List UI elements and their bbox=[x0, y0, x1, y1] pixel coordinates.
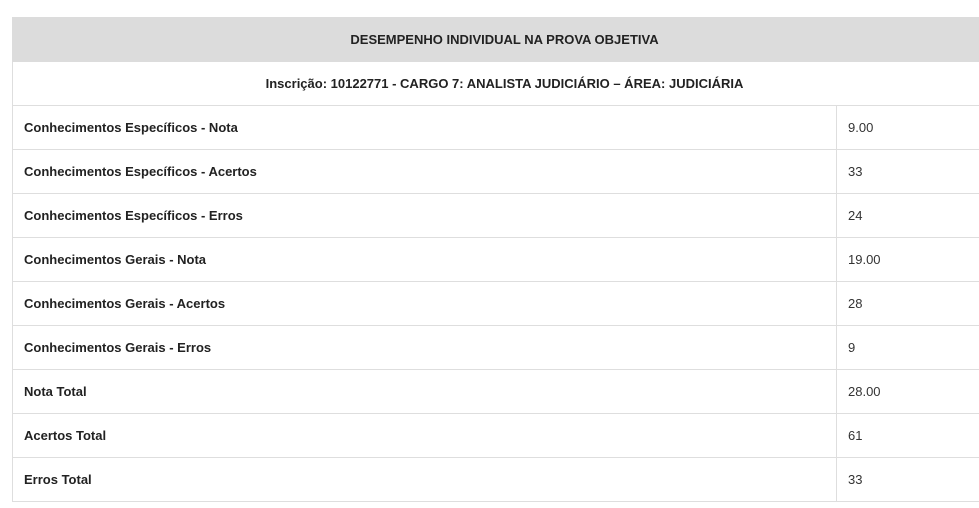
table-row: Conhecimentos Específicos - Nota 9.00 bbox=[12, 105, 979, 150]
row-value: 9 bbox=[836, 325, 979, 370]
row-value: 28.00 bbox=[836, 369, 979, 414]
table-row: Conhecimentos Gerais - Acertos 28 bbox=[12, 281, 979, 326]
table-row: Nota Total 28.00 bbox=[12, 369, 979, 414]
row-value: 9.00 bbox=[836, 105, 979, 150]
row-value: 28 bbox=[836, 281, 979, 326]
row-label: Conhecimentos Gerais - Acertos bbox=[12, 281, 837, 326]
table-row: Acertos Total 61 bbox=[12, 413, 979, 458]
row-value: 19.00 bbox=[836, 237, 979, 282]
row-value: 33 bbox=[836, 149, 979, 194]
table-row: Conhecimentos Específicos - Acertos 33 bbox=[12, 149, 979, 194]
table-row: Conhecimentos Gerais - Erros 9 bbox=[12, 325, 979, 370]
row-value: 33 bbox=[836, 457, 979, 502]
registration-info: Inscrição: 10122771 - CARGO 7: ANALISTA … bbox=[12, 61, 979, 106]
row-label: Conhecimentos Específicos - Erros bbox=[12, 193, 837, 238]
table-row: Erros Total 33 bbox=[12, 457, 979, 502]
table-row: Conhecimentos Específicos - Erros 24 bbox=[12, 193, 979, 238]
table-title: DESEMPENHO INDIVIDUAL NA PROVA OBJETIVA bbox=[12, 17, 979, 62]
performance-table: DESEMPENHO INDIVIDUAL NA PROVA OBJETIVA … bbox=[12, 17, 979, 502]
row-label: Conhecimentos Específicos - Acertos bbox=[12, 149, 837, 194]
row-label: Erros Total bbox=[12, 457, 837, 502]
table-row: Conhecimentos Gerais - Nota 19.00 bbox=[12, 237, 979, 282]
row-label: Conhecimentos Gerais - Erros bbox=[12, 325, 837, 370]
row-label: Conhecimentos Gerais - Nota bbox=[12, 237, 837, 282]
row-label: Nota Total bbox=[12, 369, 837, 414]
row-label: Conhecimentos Específicos - Nota bbox=[12, 105, 837, 150]
row-label: Acertos Total bbox=[12, 413, 837, 458]
row-value: 24 bbox=[836, 193, 979, 238]
row-value: 61 bbox=[836, 413, 979, 458]
